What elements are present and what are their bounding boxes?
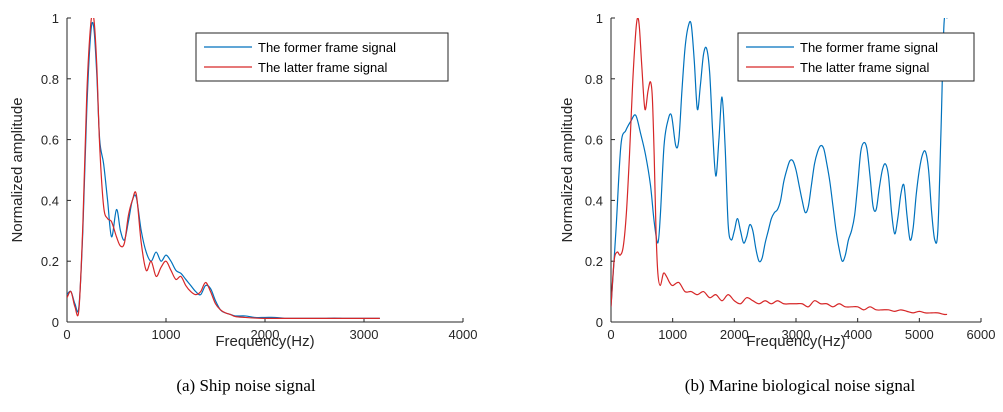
legend-box <box>737 32 975 82</box>
y-tick-label: 0 <box>596 315 603 330</box>
y-tick-label: 0.4 <box>585 193 603 208</box>
legend-label: The former frame signal <box>258 40 396 55</box>
x-tick-label: 4000 <box>449 327 478 342</box>
series-line-latter-frame <box>67 18 380 319</box>
legend-label: The former frame signal <box>800 40 938 55</box>
x-tick-label: 1000 <box>152 327 181 342</box>
panel-b: 0 1000 2000 3000 4000 5000 6000 0 0.2 0.4 0.6 0.8 1 F… <box>559 11 995 395</box>
y-tick-label: 0.6 <box>41 133 59 148</box>
x-tick-label: 4000 <box>843 327 872 342</box>
x-tick-label: 0 <box>607 327 614 342</box>
x-tick-label: 1000 <box>658 327 687 342</box>
y-tick-label: 1 <box>52 11 59 26</box>
x-tick-label: 2000 <box>251 327 280 342</box>
x-tick-label: 3000 <box>350 327 379 342</box>
x-tick-label: 5000 <box>905 327 934 342</box>
x-tick-label: 0 <box>63 327 70 342</box>
x-tick-label: 2000 <box>720 327 749 342</box>
y-tick-label: 0.2 <box>41 254 59 269</box>
legend-label: The latter frame signal <box>800 60 929 75</box>
legend-box <box>195 32 449 82</box>
y-tick-label: 0.6 <box>585 133 603 148</box>
y-tick-label: 0.8 <box>585 72 603 87</box>
y-tick-label: 0.8 <box>41 72 59 87</box>
series-line-latter-frame <box>611 18 948 316</box>
legend-label: The latter frame signal <box>258 60 387 75</box>
y-axis-label: Normalized amplitude <box>559 97 576 242</box>
y-tick-label: 0 <box>52 315 59 330</box>
y-axis-label: Normalized amplitude <box>9 97 26 242</box>
x-tick-label: 3000 <box>782 327 811 342</box>
legend: The former frame signal The latter frame … <box>195 32 449 82</box>
legend: The former frame signal The latter frame … <box>737 32 975 82</box>
y-tick-label: 1 <box>596 11 603 26</box>
series-line-former-frame <box>611 18 948 307</box>
figure-caption: (b) Marine biological noise signal <box>685 376 916 395</box>
y-tick-label: 0.2 <box>585 254 603 269</box>
x-axis-label: Frequency(Hz) <box>746 333 845 350</box>
y-tick-label: 0.4 <box>41 193 59 208</box>
figure-caption: (a) Ship noise signal <box>176 376 316 395</box>
x-axis-label: Frequency(Hz) <box>215 333 314 350</box>
panel-a: 0 1000 2000 3000 4000 0 0.2 0.4 0.6 0.8 1 Frequency… <box>9 11 477 395</box>
x-tick-label: 6000 <box>967 327 996 342</box>
